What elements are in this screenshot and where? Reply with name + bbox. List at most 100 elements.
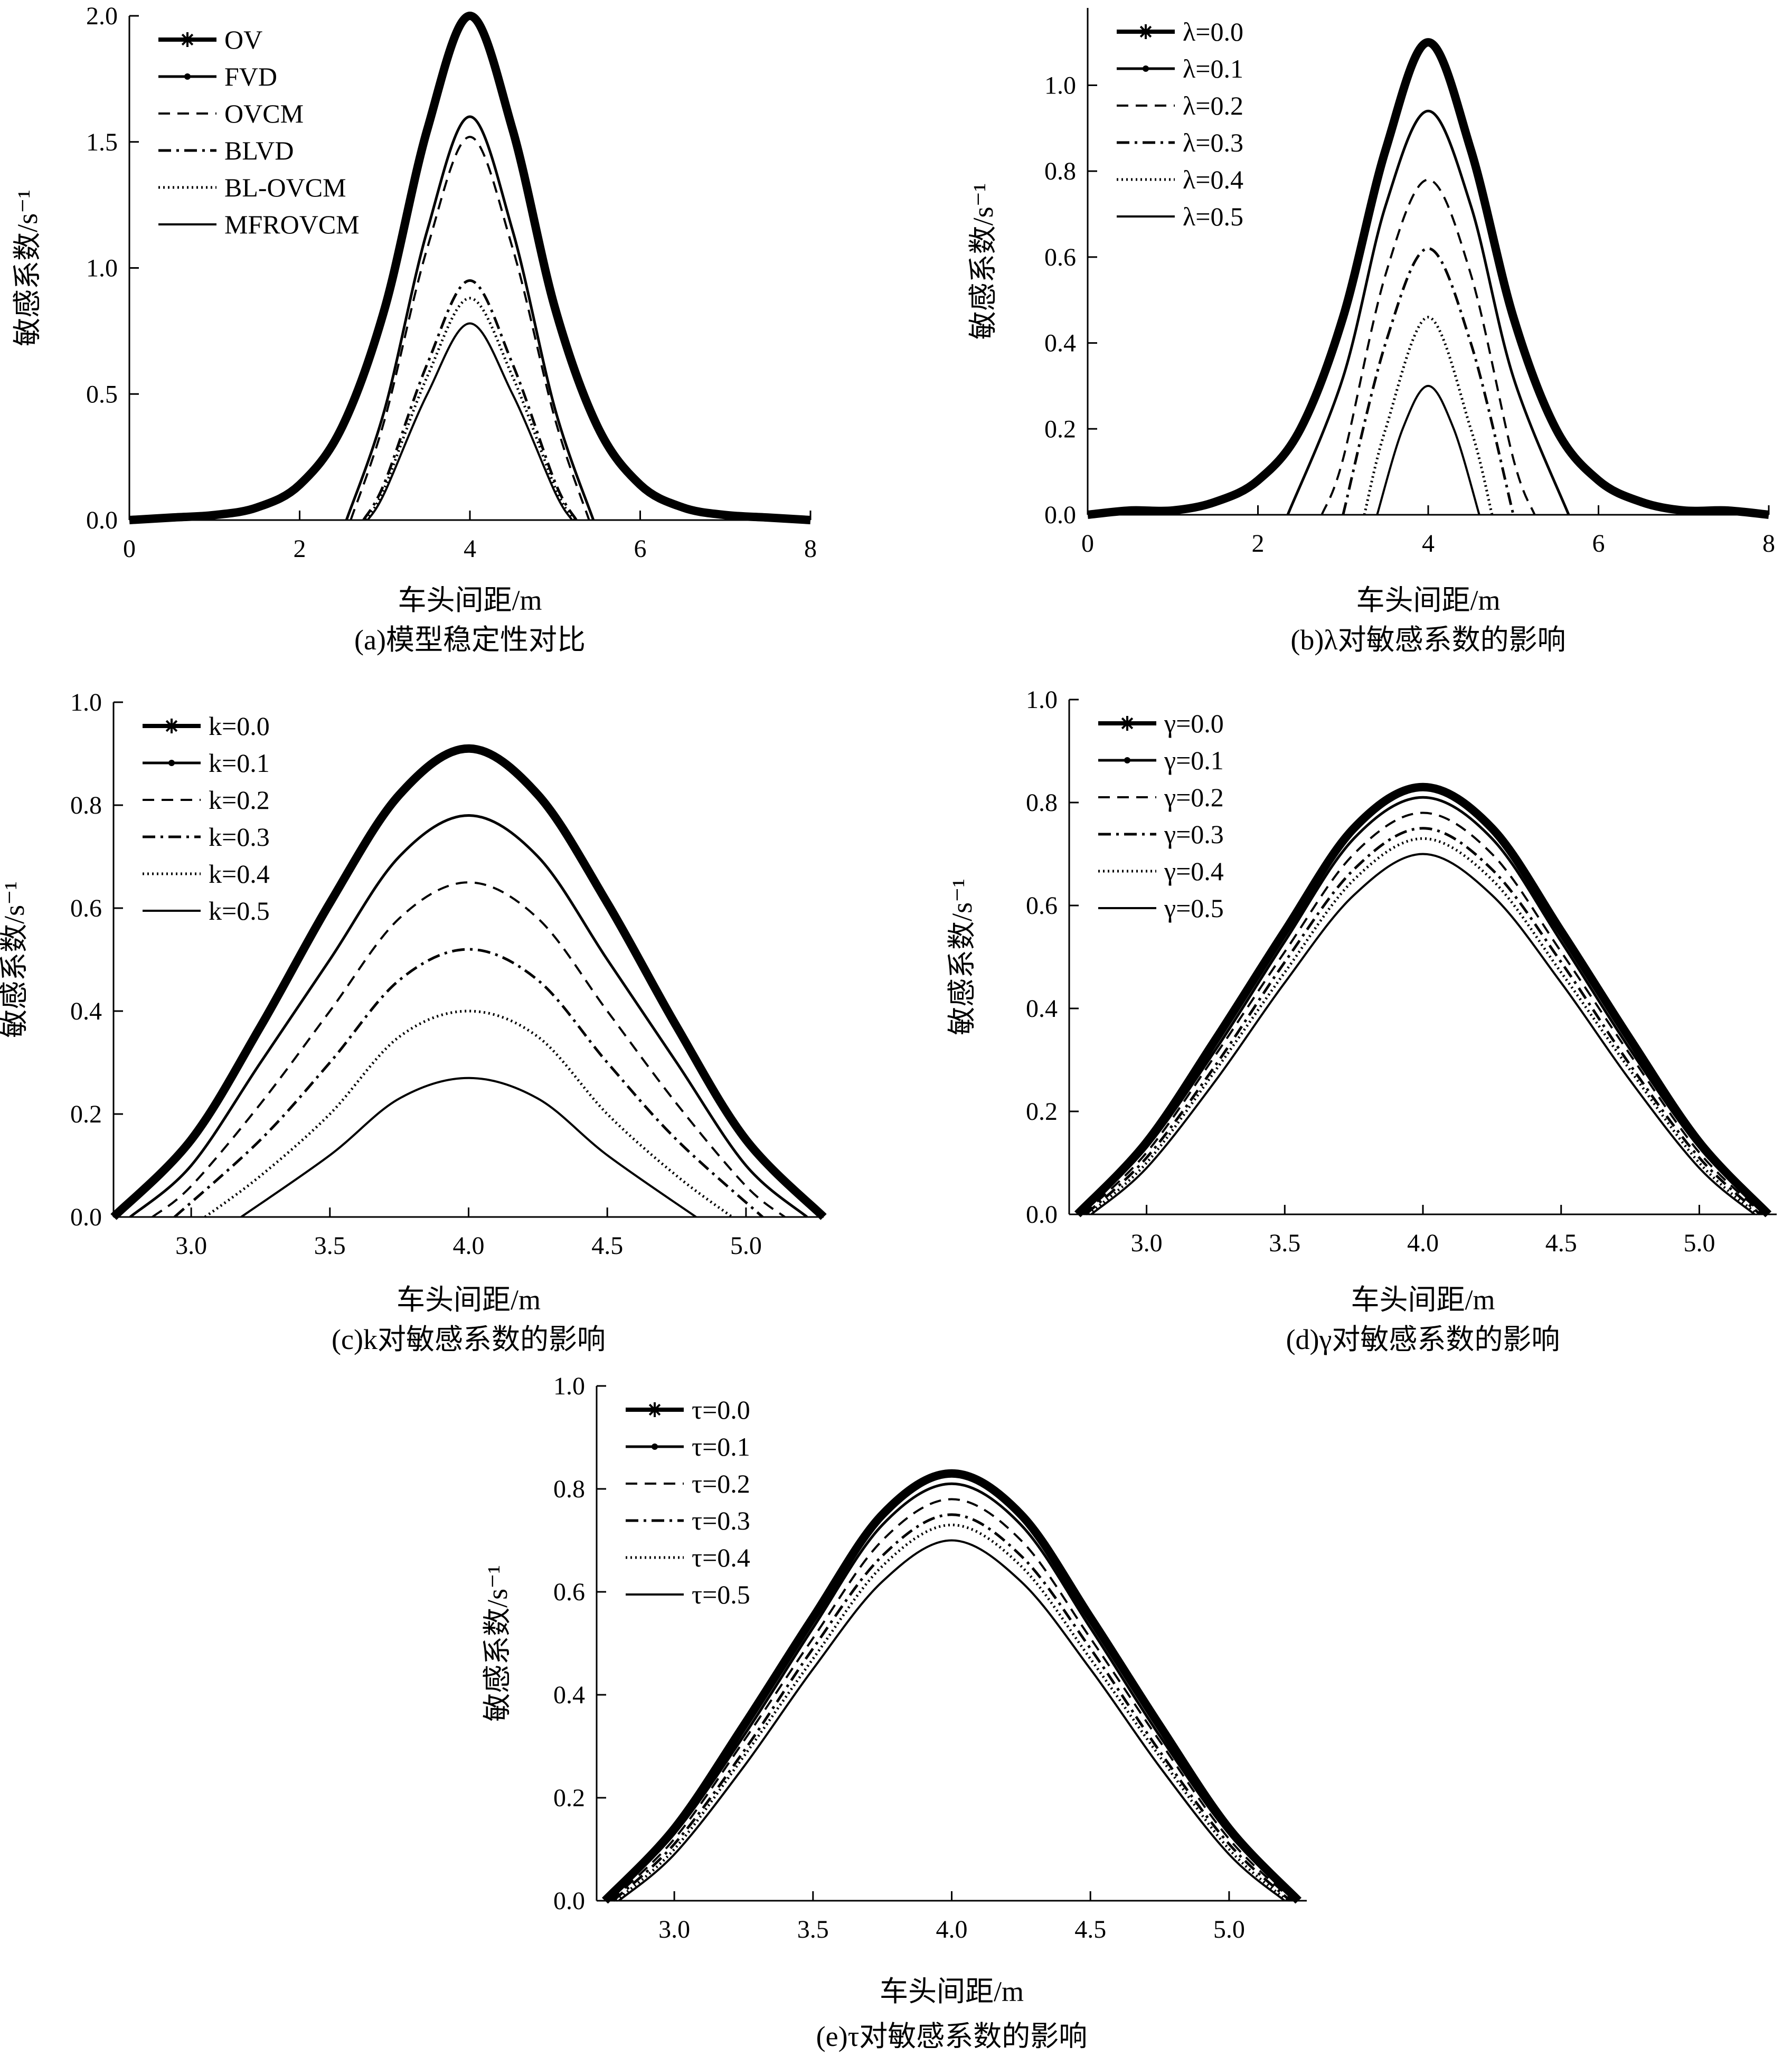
series-line-2 [1286, 109, 1570, 515]
legend-label: FVD [224, 62, 277, 91]
y-tick-label: 0.2 [1026, 1098, 1058, 1126]
y-tick-label: 0.8 [1044, 157, 1076, 185]
legend-label: γ=0.2 [1164, 782, 1224, 812]
x-tick-label: 0 [123, 535, 136, 563]
series-line-2 [345, 115, 595, 521]
x-tick-label: 4.0 [1407, 1229, 1439, 1257]
legend-label: k=0.4 [209, 859, 270, 889]
legend-dot-marker [652, 1443, 658, 1450]
legend-label: γ=0.5 [1164, 893, 1224, 923]
y-tick-label: 0.4 [1026, 995, 1058, 1023]
legend-label: λ=0.2 [1183, 91, 1243, 120]
y-tick-label: 0.6 [70, 894, 102, 922]
series-line-6 [240, 1077, 697, 1218]
legend: λ=0.0 λ=0.1 λ=0.2 λ=0.3 λ=0.4 λ=0.5 [1117, 17, 1243, 231]
x-tick-label: 5.0 [1213, 1916, 1245, 1943]
legend: τ=0.0 τ=0.1 τ=0.2 τ=0.3 τ=0.4 τ=0.5 [626, 1395, 750, 1609]
series-line-5 [204, 1009, 733, 1219]
y-tick-label: 0.2 [1044, 415, 1076, 443]
x-axis-label: 车头间距/m [1351, 1284, 1495, 1316]
y-axis-label: 敏感系数/s⁻¹ [482, 1565, 513, 1722]
y-axis-label: 敏感系数/s⁻¹ [967, 183, 999, 340]
series-line-6 [618, 1539, 1286, 1902]
legend: k=0.0 k=0.1 k=0.2 k=0.3 k=0.4 k=0.5 [143, 711, 270, 926]
series-line-4 [612, 1513, 1291, 1902]
legend-label: k=0.1 [209, 748, 270, 778]
series-line-6 [1090, 853, 1756, 1215]
legend-star-marker [1138, 24, 1153, 39]
panel-caption: (a)模型稳定性对比 [354, 624, 586, 656]
series-line-2 [607, 1482, 1297, 1902]
y-tick-label: 0.0 [86, 506, 118, 534]
x-tick-label: 2 [1252, 530, 1265, 558]
legend-label: k=0.0 [209, 711, 270, 741]
legend-star-marker [180, 32, 195, 47]
legend: γ=0.0 γ=0.1 γ=0.2 γ=0.3 γ=0.4 γ=0.5 [1098, 709, 1224, 923]
legend-label: λ=0.1 [1183, 54, 1243, 83]
y-tick-label: 1.0 [1026, 686, 1058, 714]
y-tick-label: 1.5 [86, 128, 118, 156]
legend-star-marker [1120, 716, 1135, 731]
series-line-3 [152, 881, 786, 1218]
x-tick-label: 3.0 [658, 1916, 690, 1943]
y-tick-label: 0.4 [70, 997, 102, 1025]
legend-label: λ=0.5 [1183, 202, 1243, 231]
legend-label: OV [224, 25, 262, 54]
y-tick-label: 0.4 [1044, 329, 1076, 357]
y-axis-label: 敏感系数/s⁻¹ [0, 881, 30, 1038]
series-line-1 [1074, 782, 1772, 1218]
series-line-4 [362, 279, 578, 521]
x-tick-label: 4.0 [453, 1232, 485, 1260]
x-tick-label: 4.0 [936, 1916, 968, 1943]
series-line-3 [609, 1498, 1294, 1902]
y-tick-label: 0.2 [553, 1784, 585, 1812]
series-line-5 [1363, 316, 1494, 515]
y-tick-label: 1.0 [70, 688, 102, 716]
legend-label: k=0.5 [209, 896, 270, 926]
panel-d: 3.0 3.5 4.0 4.5 5.0 0.0 0.2 0.4 0.6 0.8 1.0 车头间距/m 敏… [946, 686, 1777, 1355]
x-tick-label: 3.0 [1131, 1229, 1163, 1257]
y-tick-label: 0.8 [553, 1475, 585, 1503]
legend-label: γ=0.0 [1164, 709, 1224, 738]
y-axis-label: 敏感系数/s⁻¹ [946, 879, 978, 1035]
x-tick-label: 5.0 [1683, 1229, 1715, 1257]
y-tick-label: 0.0 [70, 1203, 102, 1231]
y-tick-label: 0.8 [70, 791, 102, 819]
y-axis-label: 敏感系数/s⁻¹ [12, 190, 43, 346]
x-axis-label: 车头间距/m [1356, 584, 1500, 616]
panel-caption: (e)τ对敏感系数的影响 [816, 2021, 1088, 2052]
panel-caption: (b)λ对敏感系数的影响 [1290, 624, 1565, 656]
y-tick-label: 0.5 [86, 380, 118, 408]
legend-dot-marker [168, 760, 175, 766]
legend-label: MFROVCM [224, 210, 360, 239]
x-axis-label: 车头间距/m [880, 1976, 1024, 2007]
series-line-3 [1082, 812, 1764, 1215]
x-tick-label: 3.5 [314, 1232, 346, 1260]
y-tick-label: 2.0 [86, 2, 118, 30]
panel-c: 3.0 3.5 4.0 4.5 5.0 0.0 0.2 0.4 0.6 0.8 1.0 车头间距/m 敏… [0, 688, 827, 1355]
series-line-1 [601, 1469, 1302, 1904]
y-tick-label: 0.8 [1026, 789, 1058, 817]
series-line-2 [1079, 796, 1767, 1215]
y-tick-label: 0.0 [1026, 1201, 1058, 1229]
series-line-6 [1376, 384, 1480, 515]
series-line-1 [129, 12, 811, 524]
y-tick-label: 1.0 [1044, 71, 1076, 99]
x-tick-label: 6 [634, 535, 647, 563]
series-line-2 [129, 814, 808, 1218]
legend-label: τ=0.3 [692, 1506, 750, 1535]
y-tick-label: 0.6 [553, 1578, 585, 1606]
legend-label: λ=0.0 [1183, 17, 1243, 46]
x-tick-label: 0 [1081, 530, 1094, 558]
y-tick-label: 0.4 [553, 1681, 585, 1709]
legend-star-marker [647, 1402, 662, 1417]
x-axis-label: 车头间距/m [397, 1284, 541, 1316]
legend-label: BL-OVCM [224, 173, 346, 202]
panel-a: 0 2 4 6 8 0.0 0.5 1.0 1.5 2.0 车头间距/m 敏感系数/s⁻¹ (a)模型稳… [12, 2, 817, 656]
panel-e: 3.0 3.5 4.0 4.5 5.0 0.0 0.2 0.4 0.6 0.8 1.0 车头间距/m 敏… [482, 1372, 1307, 2052]
series-line-6 [366, 322, 573, 521]
panel-b: 0 2 4 6 8 0.0 0.2 0.4 0.6 0.8 1.0 车头间距/m 敏感系数/s⁻¹ (b)… [967, 8, 1775, 656]
x-tick-label: 4.5 [1545, 1229, 1577, 1257]
y-tick-label: 1.0 [86, 254, 118, 282]
